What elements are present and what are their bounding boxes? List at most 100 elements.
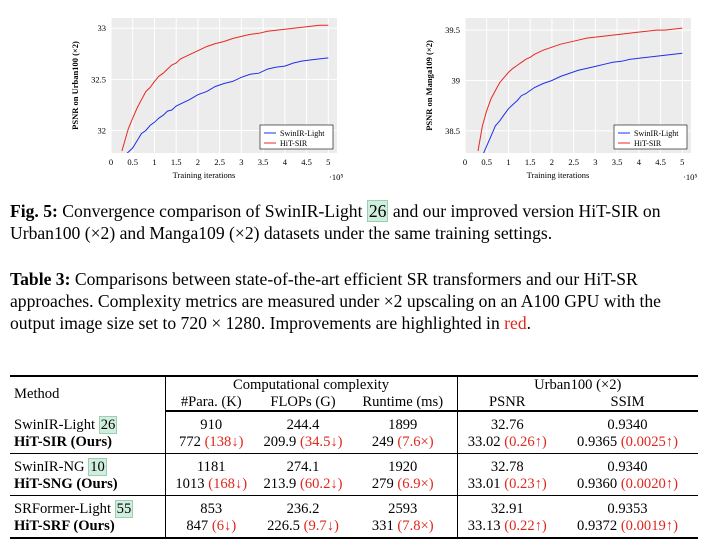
- x-tick-label: 2: [550, 157, 554, 167]
- x-tick-label: 4: [283, 157, 288, 167]
- series-line-swinir: [126, 57, 329, 153]
- cell-psnr: 33.01 (0.23↑): [456, 475, 557, 496]
- value: 33.02: [467, 433, 501, 450]
- value: 0.9372: [577, 517, 618, 534]
- table-row-baseline: SRFormer-Light 55 853 236.2 2593 32.91 0.9353: [10, 495, 698, 518]
- x-tick-label: 4.5: [655, 157, 666, 167]
- chart-manga109: 0 0.5 1 1.5 2 2.5 3 3.5 4 4.5 5 38.5 39 39.5 Training …: [424, 18, 697, 182]
- cell-ssim: 0.9365 (0.0025↑): [557, 434, 698, 454]
- citation-link[interactable]: 26: [366, 200, 389, 222]
- value: 209.9: [263, 433, 297, 450]
- improvement: (60.2↓): [299, 475, 343, 492]
- value: 279: [371, 475, 394, 492]
- improvement: (34.5↓): [299, 433, 343, 450]
- value: 249: [371, 433, 394, 450]
- cell-params: 772 (138↓): [164, 433, 257, 454]
- value: 0.9360: [577, 475, 618, 492]
- method-label: SwinIR-NG: [14, 459, 89, 475]
- improvement: (7.6×): [397, 433, 434, 450]
- y-tick-label: 38.5: [445, 126, 460, 136]
- x-tick-label: 0: [109, 157, 113, 167]
- series-line-swinir: [483, 52, 683, 153]
- cell-flops: 209.9 (34.5↓): [257, 434, 349, 454]
- legend-label: HiT-SIR: [634, 139, 662, 148]
- x-tick-label: 2.5: [568, 157, 579, 167]
- table-row-ours: HiT-SIR (Ours) 772 (138↓) 209.9 (34.5↓) 249…: [10, 433, 698, 454]
- table-row-ours: HiT-SNG (Ours) 1013 (168↓) 213.9 (60.2↓) 27…: [10, 475, 698, 496]
- cell-flops: 244.4: [286, 417, 320, 433]
- table-caption-end: .: [526, 313, 532, 333]
- table-caption-text: Comparisons between state-of-the-art eff…: [10, 269, 661, 333]
- cell-psnr: 32.91: [456, 495, 557, 518]
- value: 226.5: [267, 517, 300, 534]
- comparison-table: Method Computational complexity Urban100…: [10, 375, 698, 539]
- x-tick-label: 4: [637, 157, 642, 167]
- x-tick-label: 0: [463, 157, 467, 167]
- table-row-ours: HiT-SRF (Ours) 847 (6↓) 226.5 (9.7↓) 331 (7…: [10, 517, 698, 539]
- method-name: SRFormer-Light 55: [10, 495, 165, 518]
- method-label: SwinIR-Light: [14, 416, 99, 433]
- citation-link[interactable]: 26: [98, 415, 118, 434]
- table-row-baseline: SwinIR-NG 10 1181 274.1 1920 32.78 0.9340: [10, 453, 698, 476]
- y-tick-label: 32.5: [91, 74, 106, 84]
- y-tick-label: 39: [452, 75, 461, 85]
- cell-params: 847 (6↓): [164, 517, 257, 539]
- x-tick-label: 1: [506, 157, 510, 167]
- cell-flops: 236.2: [257, 495, 349, 518]
- x-tick-label: 2: [196, 157, 200, 167]
- table-caption-red-word: red: [504, 313, 527, 333]
- header-flops: FLOPs (G): [257, 393, 349, 412]
- x-tick-label: 3: [239, 157, 243, 167]
- cell-params: 910: [164, 411, 257, 434]
- value: 33.01: [467, 475, 501, 492]
- method-label: SRFormer-Light: [14, 501, 115, 517]
- x-tick-label: 5: [326, 157, 330, 167]
- cell-ssim: 0.9360 (0.0020↑): [557, 476, 698, 496]
- figure-caption-pre: Convergence comparison of SwinIR-Light: [57, 201, 367, 221]
- cell-psnr: 32.78: [456, 453, 557, 476]
- header-complexity: Computational complexity: [164, 375, 457, 394]
- citation-link[interactable]: 10: [88, 458, 107, 476]
- value: 213.9: [263, 475, 297, 492]
- table-caption-label: Table 3:: [10, 269, 71, 289]
- x-tick-label: 3.5: [612, 157, 623, 167]
- x-axis-label: Training iterations: [173, 170, 236, 180]
- x-tick-label: 0.5: [481, 157, 492, 167]
- improvement: (0.0019↑): [620, 517, 678, 534]
- series-line-hit: [121, 24, 329, 152]
- cell-runtime: 1920: [349, 453, 457, 476]
- y-tick-label: 32: [98, 126, 107, 136]
- series-line-hit: [477, 27, 683, 152]
- y-tick-label: 39.5: [445, 25, 460, 35]
- x-tick-label: 2.5: [214, 157, 225, 167]
- improvement: (0.0020↑): [620, 475, 678, 492]
- value: 847: [186, 517, 209, 534]
- x-tick-label: 3: [593, 157, 597, 167]
- cell-ssim: 0.9353: [557, 495, 698, 518]
- value: 331: [371, 517, 394, 534]
- improvement: (138↓): [204, 433, 244, 450]
- legend-label: SwinIR-Light: [280, 129, 325, 138]
- legend-box: [259, 124, 334, 150]
- y-axis-label: PSNR on Urban100 (×2): [70, 41, 80, 130]
- value: 1013: [175, 475, 205, 492]
- cell-psnr: 33.13 (0.22↑): [456, 517, 557, 539]
- cell-runtime: 331 (7.8×): [349, 517, 457, 539]
- cell-runtime: 1899: [388, 417, 418, 433]
- chart-urban100: 0 0.5 1 1.5 2 2.5 3 3.5 4 4.5 5 32 32.5 33 Training it…: [70, 18, 343, 182]
- x-axis-label: Training iterations: [527, 170, 590, 180]
- improvement: (0.23↑): [504, 475, 547, 492]
- citation-link[interactable]: 55: [114, 500, 134, 518]
- cell-psnr: 32.76: [456, 411, 557, 434]
- header-runtime: Runtime (ms): [349, 393, 457, 412]
- legend-label: HiT-SIR: [280, 139, 308, 148]
- cell-runtime: 2593: [349, 495, 457, 518]
- x-axis-exponent: ·10⁵: [329, 172, 343, 182]
- figure-caption-post: and our improved version HiT-SIR on Urba…: [10, 201, 661, 243]
- method-name: HiT-SRF (Ours): [10, 517, 165, 539]
- improvement: (6↓): [211, 517, 237, 534]
- improvement: (0.26↑): [504, 433, 547, 450]
- table-row-baseline: SwinIR-Light 26 910 244.4 1899 32.76 0.9340: [10, 411, 698, 434]
- cell-params: 1013 (168↓): [164, 475, 257, 496]
- x-tick-label: 1.5: [171, 157, 182, 167]
